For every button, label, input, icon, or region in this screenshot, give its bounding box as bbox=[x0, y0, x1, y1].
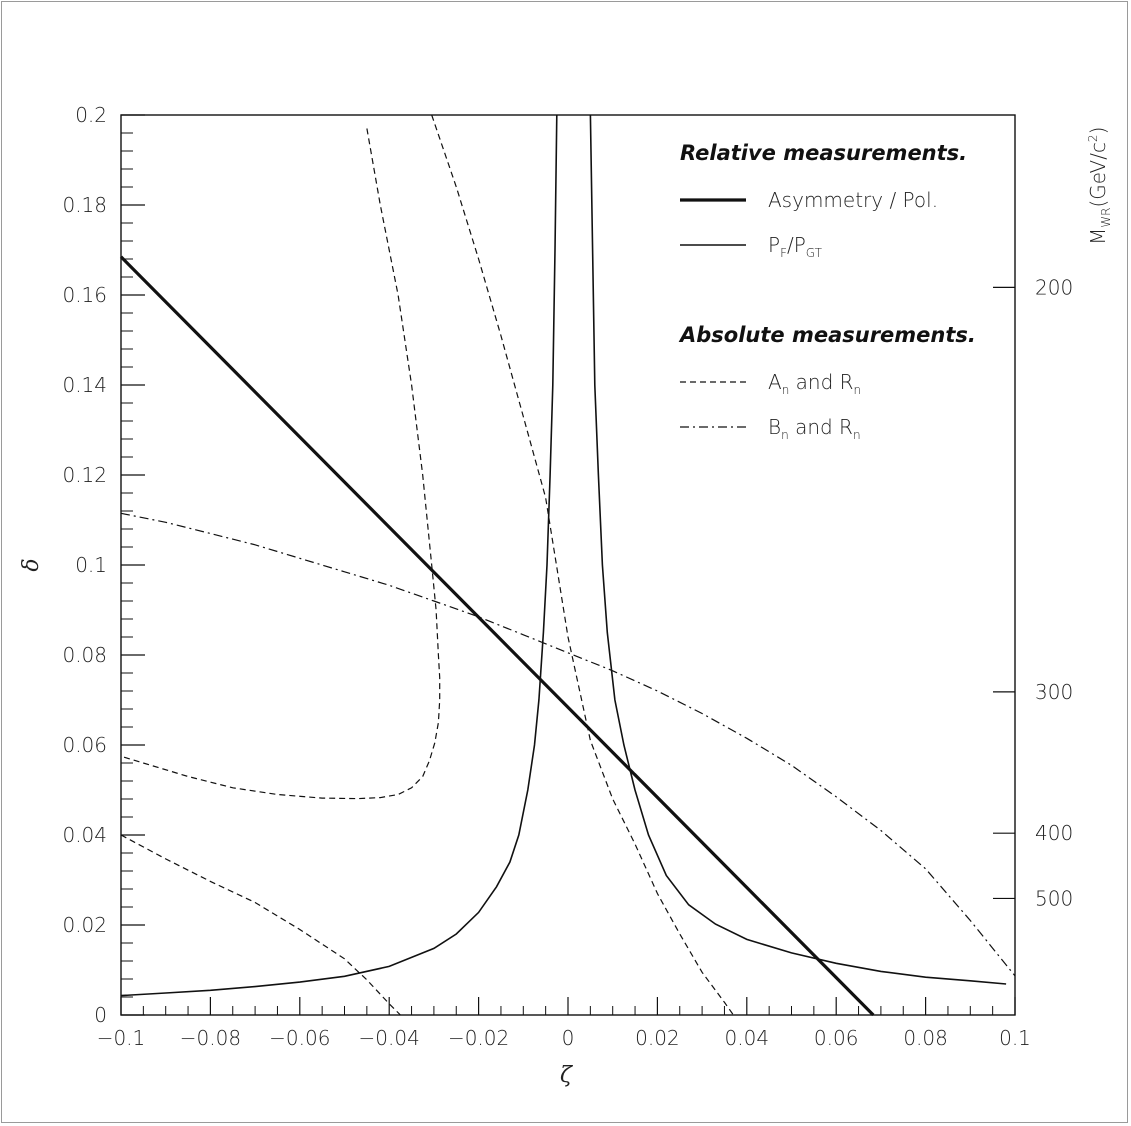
y-tick-label: 0.06 bbox=[62, 733, 107, 757]
y-tick-label: 0.2 bbox=[75, 103, 107, 127]
x-axis-title: ζ bbox=[560, 1063, 574, 1088]
right-axis: 200 300 400 500 MWR(GeV/c2) bbox=[993, 127, 1113, 910]
x-tick-label: 0.08 bbox=[903, 1026, 948, 1050]
series-solid-line-1 bbox=[120, 114, 558, 997]
series-dashed-line-2 bbox=[120, 834, 401, 1016]
x-tick-label: −0.1 bbox=[97, 1026, 146, 1050]
series-layer bbox=[119, 114, 1016, 1017]
y-tick-label: 0.1 bbox=[75, 553, 107, 577]
x-tick-label: −0.04 bbox=[359, 1026, 420, 1050]
x-tick-label: 0.02 bbox=[635, 1026, 680, 1050]
series-dashdot-line-1 bbox=[120, 512, 1016, 977]
plot-border bbox=[120, 114, 1016, 1016]
legend-label-thick: Asymmetry / Pol. bbox=[768, 188, 938, 212]
y-axis-title: δ bbox=[19, 558, 44, 571]
y-tick-label: 0.18 bbox=[62, 193, 107, 217]
x-tick-label: 0.1 bbox=[999, 1026, 1031, 1050]
right-axis-tick-label: 400 bbox=[1035, 821, 1073, 845]
right-axis-tick-label: 300 bbox=[1035, 680, 1073, 704]
y-tick-label: 0 bbox=[94, 1003, 107, 1027]
y-axis-ticks: 0 0.02 0.04 0.06 0.08 0.1 0.12 0.14 0.16 0.18 0.2 bbox=[62, 103, 145, 1027]
legend-absolute-heading: Absolute measurements. bbox=[678, 323, 976, 347]
legend-label-solid: PF/PGT bbox=[768, 233, 823, 260]
right-axis-tick-label: 200 bbox=[1035, 275, 1073, 299]
series-solid-line-2 bbox=[589, 114, 1007, 985]
y-tick-label: 0.12 bbox=[62, 463, 107, 487]
y-tick-label: 0.08 bbox=[62, 643, 107, 667]
x-tick-label: 0.06 bbox=[814, 1026, 859, 1050]
x-tick-label: −0.08 bbox=[180, 1026, 241, 1050]
x-tick-label: −0.02 bbox=[448, 1026, 509, 1050]
series-dashed-line-1 bbox=[120, 128, 441, 800]
y-tick-label: 0.16 bbox=[62, 283, 107, 307]
right-axis-title: MWR(GeV/c2) bbox=[1086, 127, 1113, 245]
x-tick-label: 0 bbox=[562, 1026, 575, 1050]
right-axis-tick-label: 500 bbox=[1035, 886, 1073, 910]
legend-label-dashdot: Bn and Rn bbox=[768, 415, 861, 442]
legend-label-dashed: An and Rn bbox=[768, 370, 861, 397]
x-tick-label: 0.04 bbox=[725, 1026, 770, 1050]
series-thick-line-1 bbox=[119, 255, 875, 1017]
legend-relative-heading: Relative measurements. bbox=[680, 141, 967, 165]
series-dashed-line-3 bbox=[431, 114, 734, 1016]
legend: Relative measurements. Absolute measureme… bbox=[678, 141, 976, 442]
x-axis-ticks: −0.1 −0.08 −0.06 −0.04 −0.02 0 0.02 0.04 0.06 0.0… bbox=[97, 997, 1031, 1050]
y-tick-label: 0.04 bbox=[62, 823, 107, 847]
plot-frame bbox=[120, 114, 1016, 1016]
y-tick-label: 0.14 bbox=[62, 373, 107, 397]
x-tick-label: −0.06 bbox=[269, 1026, 330, 1050]
y-tick-label: 0.02 bbox=[62, 913, 107, 937]
